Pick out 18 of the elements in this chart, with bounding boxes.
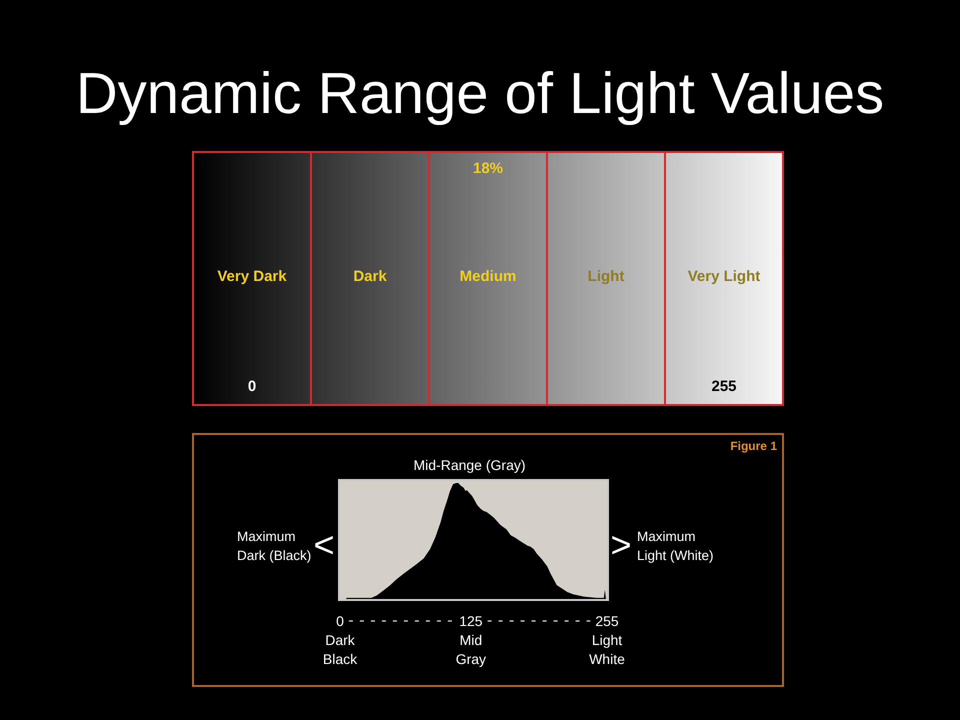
- x-tick-label: 125 Mid Gray: [456, 613, 486, 667]
- caption: Figure 1: [730, 439, 778, 453]
- text: Maximum Dark (Black): [237, 529, 312, 563]
- category-label: Very Light: [688, 268, 760, 285]
- text: Dynamic Range of Light Values: [76, 61, 884, 126]
- text: 255: [711, 378, 737, 395]
- category-label: Medium: [460, 268, 516, 285]
- category-label: Very Dark: [217, 268, 288, 285]
- category-label: Dark: [353, 268, 388, 285]
- x-tick-label: 0 Dark Black: [322, 613, 358, 667]
- text: 18%: [472, 160, 504, 177]
- text: >: [610, 524, 632, 565]
- text: Maximum Light (White): [637, 529, 714, 563]
- text: 0: [248, 378, 256, 395]
- category-label: Light: [588, 268, 624, 285]
- text: <: [313, 524, 335, 565]
- chart-title: Mid-Range (Gray): [413, 457, 526, 473]
- x-tick-label: 255 Light White: [589, 613, 626, 667]
